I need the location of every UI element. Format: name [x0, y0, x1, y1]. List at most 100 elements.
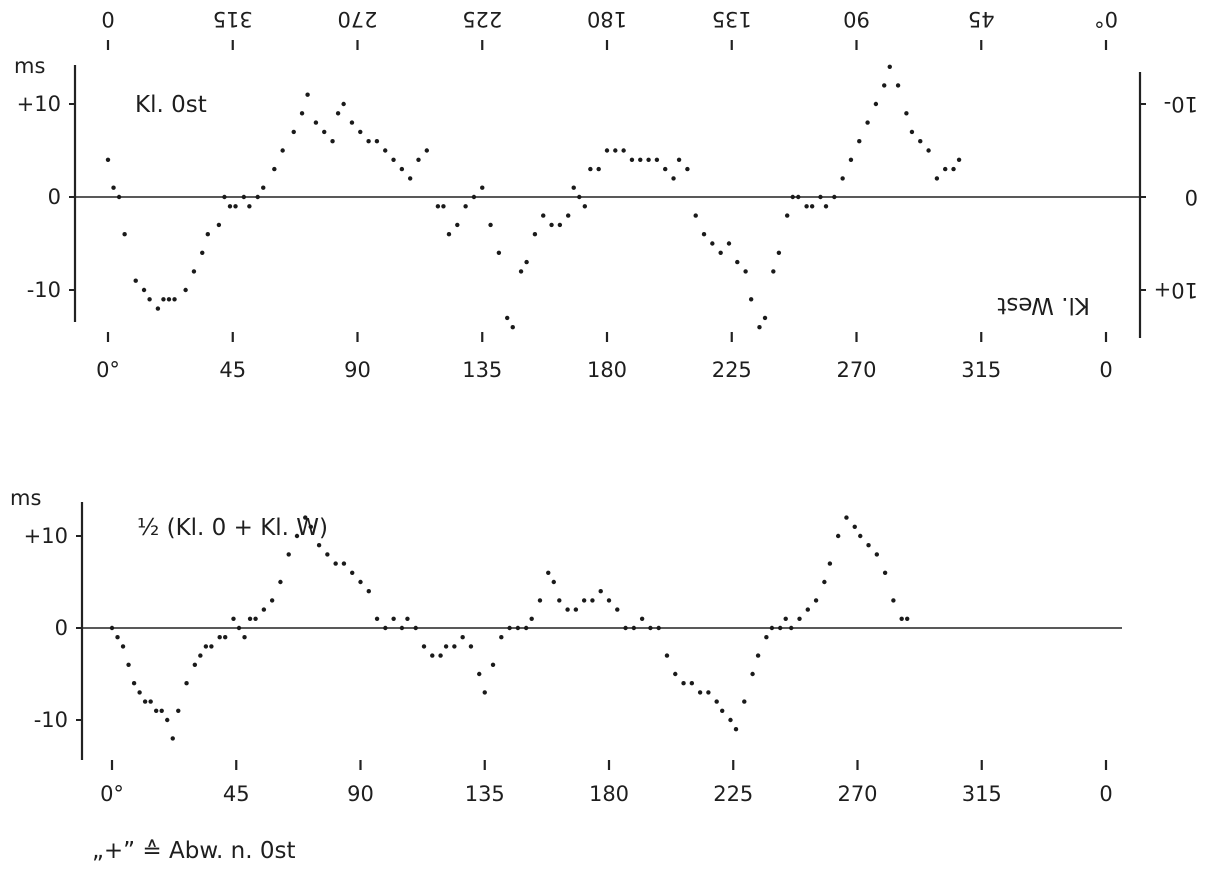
- data-point: [341, 101, 346, 107]
- data-point: [664, 653, 670, 658]
- data-point: [818, 194, 823, 200]
- data-point: [951, 166, 956, 172]
- y-tick-label: 0: [55, 616, 68, 640]
- data-point: [209, 644, 214, 649]
- data-point: [120, 644, 126, 649]
- data-point: [623, 625, 628, 631]
- data-point: [518, 269, 524, 274]
- top-annotation-klwest: Kl. West: [997, 292, 1090, 318]
- data-point: [105, 157, 111, 162]
- data-point: [115, 635, 120, 640]
- y-tick-label: 0: [48, 185, 61, 209]
- data-point: [581, 598, 587, 603]
- x-top-tick-label: 0°: [1094, 7, 1118, 31]
- data-point: [255, 194, 260, 200]
- data-point: [505, 315, 510, 321]
- data-point: [899, 616, 904, 621]
- x-tick-label: 270: [837, 782, 877, 806]
- data-point: [934, 176, 940, 181]
- data-point: [399, 166, 405, 172]
- data-point: [303, 515, 308, 520]
- data-point: [604, 148, 610, 153]
- x-tick-label: 315: [962, 782, 1002, 806]
- data-point: [490, 662, 496, 667]
- data-point: [638, 157, 643, 162]
- data-point: [515, 625, 521, 631]
- data-point: [413, 625, 418, 631]
- data-point: [771, 269, 776, 274]
- data-point: [598, 589, 603, 594]
- data-point: [882, 570, 888, 575]
- data-point: [424, 148, 430, 153]
- data-point: [646, 157, 651, 162]
- data-point: [832, 194, 837, 200]
- data-point: [366, 139, 371, 144]
- data-point: [689, 681, 695, 686]
- data-point: [621, 148, 626, 153]
- x-tick-label: 315: [961, 358, 1001, 382]
- data-point: [192, 662, 198, 667]
- data-point: [165, 717, 170, 723]
- data-point: [374, 616, 380, 621]
- data-point: [286, 552, 291, 557]
- data-point: [153, 708, 159, 713]
- data-point: [873, 101, 879, 107]
- data-point: [537, 598, 543, 603]
- data-point: [571, 185, 576, 190]
- data-point: [316, 543, 322, 548]
- data-point: [261, 185, 266, 190]
- x-tick-label: 0°: [100, 782, 124, 806]
- x-top-tick-label: 225: [462, 7, 502, 31]
- data-point: [720, 708, 725, 713]
- data-point: [926, 148, 931, 153]
- data-point: [184, 681, 189, 686]
- data-point: [460, 635, 465, 640]
- data-point: [809, 204, 815, 209]
- data-point: [430, 653, 435, 658]
- x-tick-label: 270: [836, 358, 876, 382]
- x-tick-label: 90: [347, 782, 374, 806]
- data-point: [477, 671, 482, 677]
- data-point: [805, 607, 810, 612]
- legend-note: „+” ≙ Abw. n. 0st: [92, 838, 296, 864]
- data-point: [755, 653, 761, 658]
- data-point: [294, 533, 300, 539]
- data-point: [350, 570, 355, 575]
- data-point: [269, 598, 275, 603]
- data-point: [615, 607, 620, 612]
- x-tick-label: 225: [713, 782, 753, 806]
- x-tick-label: 45: [219, 358, 246, 382]
- data-point: [743, 269, 748, 274]
- data-point: [857, 139, 862, 144]
- data-point: [335, 111, 341, 116]
- data-point: [507, 625, 512, 631]
- data-point: [330, 139, 335, 144]
- data-point: [333, 561, 338, 566]
- x-top-tick-label: 90: [843, 7, 870, 31]
- data-point: [840, 176, 845, 181]
- data-point: [358, 129, 363, 135]
- data-point: [762, 315, 768, 321]
- data-point: [685, 166, 690, 172]
- data-point: [261, 607, 267, 612]
- bottom-annotation-average: ½ (Kl. 0 + Kl. W): [137, 515, 328, 541]
- x-top-tick-label: 315: [213, 7, 253, 31]
- data-point: [573, 607, 579, 612]
- data-point: [126, 662, 131, 667]
- x-tick-label: 90: [344, 358, 371, 382]
- data-point: [148, 699, 153, 704]
- data-point: [764, 635, 769, 640]
- data-point: [222, 194, 227, 200]
- data-point: [216, 222, 222, 228]
- data-point: [223, 635, 228, 640]
- data-point: [606, 598, 612, 603]
- data-point: [748, 297, 754, 302]
- data-point: [217, 635, 222, 640]
- data-point: [541, 213, 546, 218]
- data-point: [648, 625, 653, 631]
- data-point: [155, 306, 161, 311]
- data-point: [341, 561, 347, 566]
- data-point: [253, 616, 258, 621]
- data-point: [565, 213, 571, 218]
